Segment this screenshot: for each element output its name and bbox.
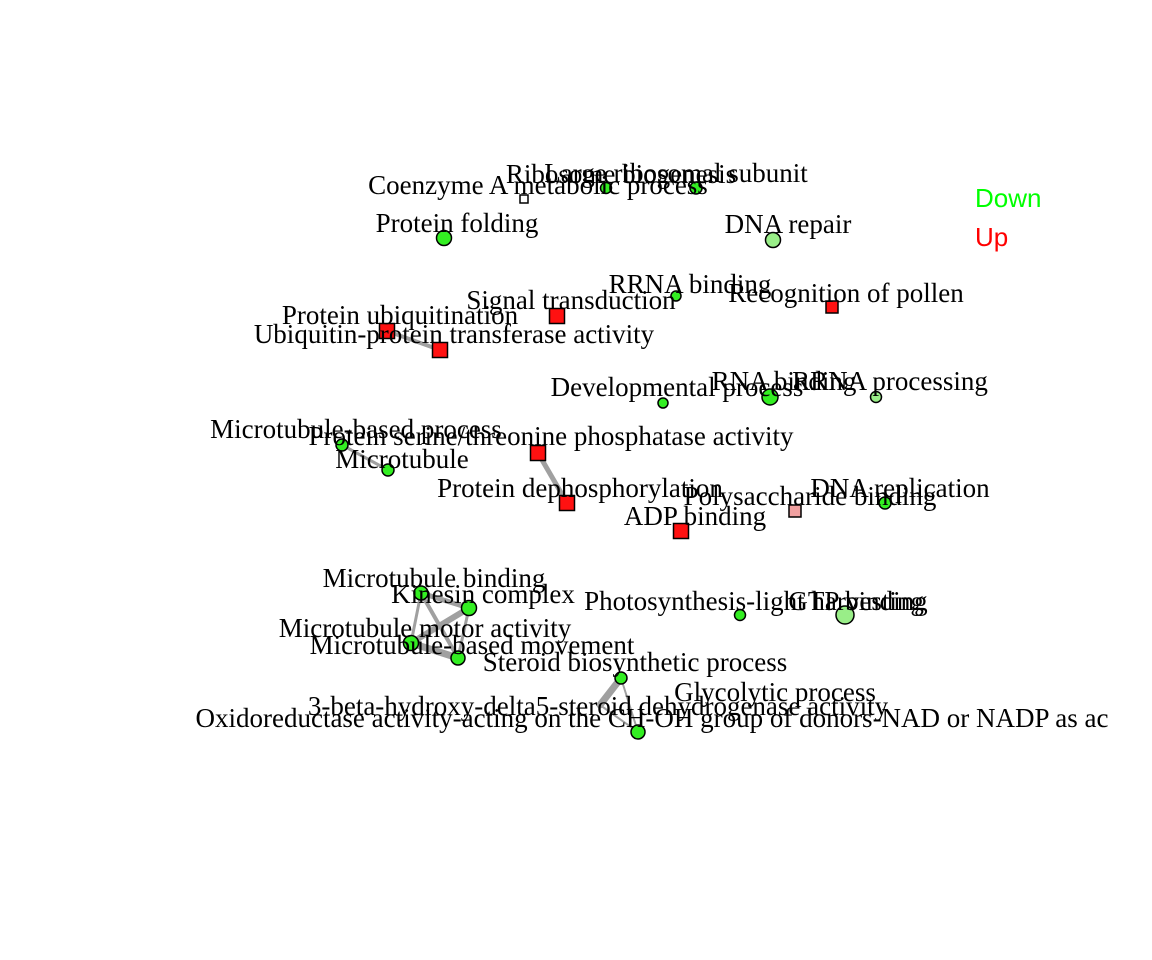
edge-hsd-oxido [599,704,639,733]
node-ribo [599,181,613,195]
node-adp [672,522,690,540]
edge-mtbind-motor [409,591,423,645]
node-mtproc [335,438,349,452]
node-label-ubiqtrans: Ubiquitin-protein transferase activity [254,319,655,349]
node-gtp [835,605,855,625]
node-label-coa: Coenzyme A metabolic process [368,170,708,200]
node-label-pollen: Recognition of pollen [728,278,964,308]
node-label-ubiq: Protein ubiquitination [282,300,519,330]
edges-layer [340,329,639,733]
node-steroid [614,671,628,685]
edge-kinesin-mtmove [456,606,471,660]
node-label-ppase: Protein serine/threonine phosphatase act… [308,421,794,451]
node-label-large: Large ribosomal subunit [544,158,808,188]
node-label-gtp: GTP binding [788,586,927,616]
node-label-motor: Microtubule motor activity [279,613,572,643]
legend: Down Up [975,183,1041,252]
node-motor [402,634,420,652]
node-ppase [529,444,547,462]
node-rrna [670,290,682,302]
node-dephos [558,494,576,512]
node-coa [519,194,529,204]
node-label-dnarep: DNA replication [810,473,990,503]
node-dnarep [878,496,892,510]
node-pollen [825,300,839,314]
node-label-mtbind: Microtubule binding [323,563,546,593]
node-label-mt: Microtubule [335,444,468,474]
node-label-oxido: Oxidoreductase activity-acting on the CH… [195,703,1108,733]
node-label-glyco: Glycolytic process [674,677,876,707]
node-polysac [788,504,802,518]
node-rnabind [761,388,779,406]
legend-down-label: Down [975,183,1041,213]
node-ubiq [378,322,396,340]
edge-steroid-oxido [620,677,639,733]
node-photo [733,608,747,622]
edge-ppase-dephos [535,450,570,506]
edge-kinesin-motor [408,605,472,646]
node-label-kinesin: Kinesin complex [391,579,575,609]
node-label-rrnaproc: RRNA processing [792,366,988,396]
node-label-photo: Photosynthesis-light harvesting [584,586,924,616]
node-label-rnabind: RNA binding [712,366,857,396]
node-label-signal: Signal transduction [466,285,676,315]
node-label-hsd: 3-beta-hydroxy-delta5-steroid dehydrogen… [308,691,889,721]
node-dnarepair [764,231,782,249]
node-large [689,181,703,195]
node-label-folding: Protein folding [376,208,539,238]
node-folding [435,229,453,247]
node-label-steroid: Steroid biosynthetic process [483,647,787,677]
node-mtbind [413,585,429,601]
node-label-rrna: RRNA binding [609,269,772,299]
node-label-ribo: Ribosome biogenesis [506,159,736,189]
node-label-adp: ADP binding [624,501,766,531]
edge-mtproc-mt [340,443,390,472]
node-rrnaproc [869,390,883,404]
node-signal [548,307,566,325]
edge-mtbind-kinesin [418,590,472,611]
node-ubiqtrans [431,341,449,359]
edge-ubiq-ubiqtrans [385,329,442,352]
node-kinesin [460,599,478,617]
node-oxido [630,724,646,740]
node-label-polysac: Polysaccharide binding [684,481,937,511]
node-label-dephos: Protein dephosphorylation [437,473,723,503]
node-label-dnarepair: DNA repair [725,209,852,239]
node-label-mtmove: Microtubule-based movement [310,630,635,660]
node-devel [657,397,669,409]
node-mtmove [450,650,466,666]
nodes-layer [335,181,892,740]
node-label-devel: Developmental process [551,372,804,402]
legend-up-label: Up [975,222,1008,252]
node-label-mtproc: Microtubule-based process [210,414,502,444]
node-mt [381,463,395,477]
